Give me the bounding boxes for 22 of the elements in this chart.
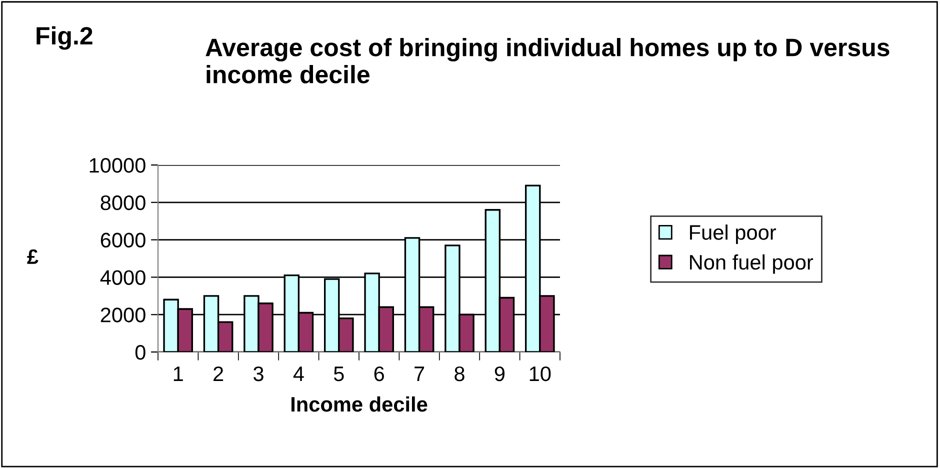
y-axis-title: £ <box>27 249 38 264</box>
x-tick-label: 5 <box>334 366 344 382</box>
y-tick-label: 4000 <box>100 270 146 285</box>
x-tick-label: 7 <box>414 366 424 381</box>
x-tick-label: 6 <box>374 366 384 382</box>
x-axis-title: Income decile <box>292 396 428 412</box>
x-tick-label: 8 <box>454 366 464 382</box>
chart-subtitle: Average cost of bringing individual homes up to D versus income decile <box>206 38 890 84</box>
x-tick-label: 3 <box>254 366 264 382</box>
legend-label: Fuel poor <box>690 224 776 244</box>
legend-label: Non fuel poor <box>690 254 814 274</box>
chart-title: Fig.2 <box>36 26 92 50</box>
x-tick-label: 1 <box>174 366 183 381</box>
y-tick-label: 2000 <box>100 308 146 322</box>
x-tick-label: 10 <box>530 366 551 382</box>
x-tick-label: 4 <box>293 366 304 381</box>
y-tick-label: 6000 <box>100 232 146 248</box>
x-tick-label: 2 <box>214 366 224 381</box>
y-tick-label: 0 <box>135 345 146 360</box>
y-tick-label: 10000 <box>90 158 146 173</box>
y-tick-label: 8000 <box>100 195 146 210</box>
x-tick-label: 9 <box>494 366 505 382</box>
